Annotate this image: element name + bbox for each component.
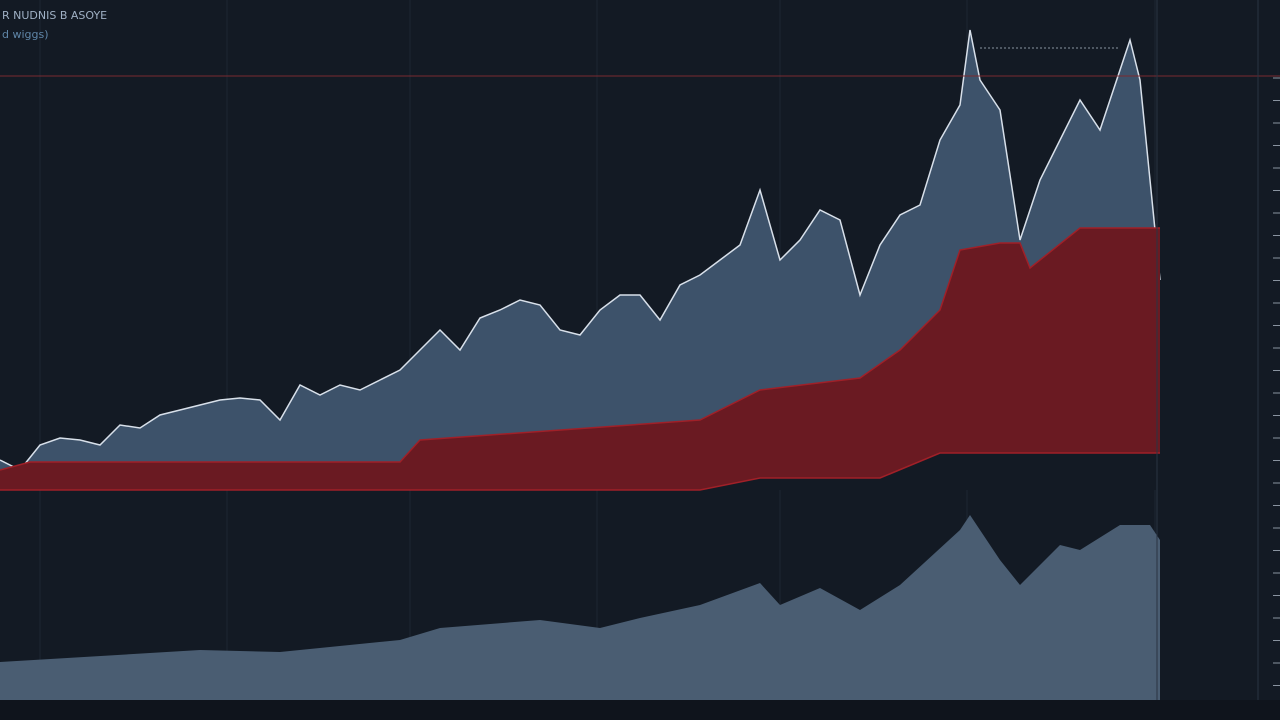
area	[0, 515, 1160, 700]
line	[0, 227, 1160, 471]
chart-title: R NUDNIS B ASOYE	[2, 9, 107, 22]
time-axis	[0, 700, 1280, 720]
chart-subtitle: d wiggs)	[2, 28, 49, 41]
line	[0, 29, 1161, 471]
plot	[0, 29, 1161, 700]
right-axis-ticks	[1273, 77, 1280, 686]
area	[0, 453, 1160, 490]
line	[0, 452, 1160, 491]
area	[0, 228, 1160, 490]
